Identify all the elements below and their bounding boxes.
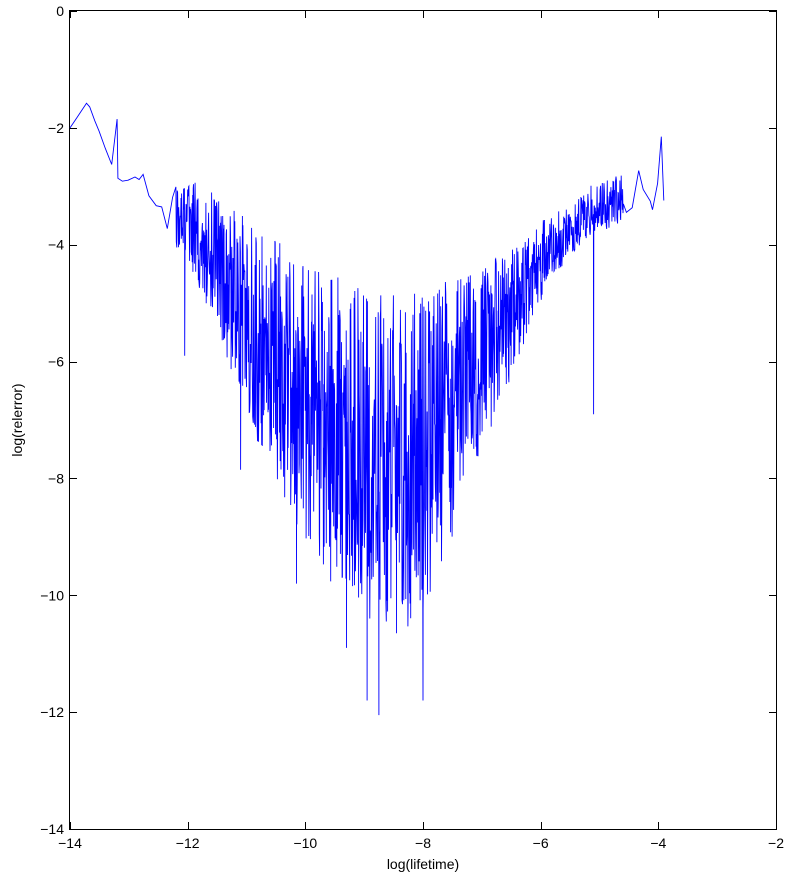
x-tick-label: −6 bbox=[533, 835, 549, 851]
y-tick-label: −4 bbox=[48, 237, 64, 253]
y-tick-label: −8 bbox=[48, 470, 64, 486]
x-tick-label: −8 bbox=[415, 835, 431, 851]
plot-frame bbox=[69, 10, 777, 830]
axis-ticks: −14 −12 −10 −8 −6 −4 −2 0 −2 −4 −6 −8 −10 −12 −14 bbox=[40, 3, 784, 851]
y-tick-label: −6 bbox=[48, 354, 64, 370]
x-tick-label: −4 bbox=[650, 835, 666, 851]
y-tick-label: −2 bbox=[48, 120, 64, 136]
x-tick-label: −14 bbox=[58, 835, 82, 851]
x-tick-label: −12 bbox=[176, 835, 200, 851]
y-axis-label: log(relerror) bbox=[9, 383, 25, 456]
y-tick-label: −12 bbox=[40, 704, 64, 720]
x-tick-label: −10 bbox=[293, 835, 317, 851]
y-tick-label: −10 bbox=[40, 587, 64, 603]
series-line bbox=[69, 102, 665, 716]
y-tick-label: −14 bbox=[40, 821, 64, 837]
x-axis-label: log(lifetime) bbox=[387, 856, 459, 872]
data-trace bbox=[69, 102, 665, 716]
x-tick-label: −2 bbox=[768, 835, 784, 851]
y-tick-label: 0 bbox=[56, 3, 64, 19]
